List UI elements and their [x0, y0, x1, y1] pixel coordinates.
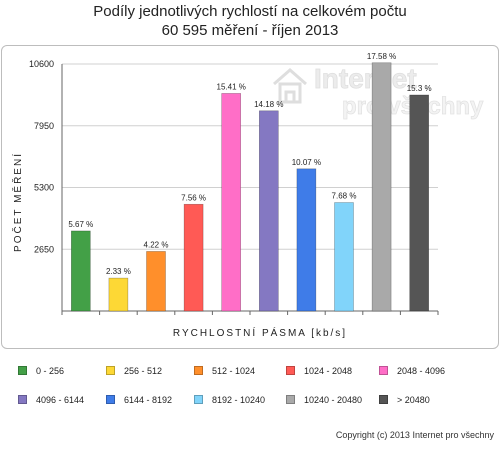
watermark-word1: Internet: [314, 63, 417, 94]
bar: [371, 62, 392, 312]
y-tick-label: 5300: [34, 183, 54, 193]
legend-swatch: [106, 366, 115, 375]
legend-swatch: [18, 366, 27, 375]
legend-item: 2048 - 4096: [379, 366, 445, 376]
bar-value-label: 10.07 %: [292, 158, 321, 167]
bar: [221, 93, 241, 312]
bar: [296, 168, 317, 312]
bar-value-label: 4.22 %: [144, 240, 169, 249]
legend-label: 0 - 256: [36, 366, 65, 376]
legend-item: 0 - 256: [18, 366, 64, 376]
bar: [334, 202, 354, 312]
chart-title-line2: 60 595 měření - říjen 2013: [161, 22, 339, 39]
watermark-logo: Internet pro všechny: [273, 63, 484, 120]
plot-frame: [1, 45, 499, 349]
legend-item: 6144 - 8192: [106, 395, 172, 405]
bar-value-label: 15.41 %: [217, 82, 246, 91]
bar-value-label: 7.56 %: [181, 193, 206, 202]
legend-label: 8192 - 10240: [212, 395, 266, 405]
legend-label: 6144 - 8192: [124, 395, 173, 405]
y-tick-label: 2650: [34, 244, 54, 254]
bar-value-label: 14.18 %: [254, 100, 283, 109]
bar: [258, 110, 279, 312]
legend-swatch: [286, 366, 295, 375]
bar-chart: 2650 5300 7950 10600 5.67 % 2.33 % 4.22 % 7.56 …: [11, 52, 439, 339]
house-icon: [273, 68, 307, 104]
legend-swatch: [379, 395, 388, 404]
y-tick-label: 10600: [29, 59, 54, 69]
legend-swatch: [286, 395, 295, 404]
legend-item: 10240 - 20480: [286, 395, 362, 405]
legend-swatch: [194, 366, 203, 375]
legend-swatch: [194, 395, 203, 404]
bar-value-label: 17.58 %: [367, 52, 396, 61]
legend-label: 256 - 512: [124, 366, 163, 376]
legend-swatch: [18, 395, 27, 404]
y-tick-label: 7950: [34, 121, 54, 131]
bar-value-label: 5.67 %: [68, 220, 93, 229]
legend-item: 1024 - 2048: [286, 366, 352, 376]
copyright-text: Copyright (c) 2013 Internet pro všechny: [335, 430, 494, 440]
legend-item: > 20480: [379, 395, 430, 405]
legend-label: 2048 - 4096: [397, 366, 446, 376]
legend-item: 8192 - 10240: [194, 395, 265, 405]
bar: [146, 251, 166, 312]
bar: [409, 94, 430, 312]
x-axis-title: RYCHLOSTNÍ PÁSMA [kb/s]: [173, 326, 347, 339]
bar: [183, 203, 204, 312]
legend-item: 4096 - 6144: [18, 395, 84, 405]
chart-title-line1: Podíly jednotlivých rychlostí na celkové…: [93, 3, 407, 20]
chart-title: Podíly jednotlivých rychlostí na celkové…: [0, 2, 500, 40]
legend-label: 10240 - 20480: [304, 395, 363, 405]
legend-swatch: [379, 366, 388, 375]
legend-item: 256 - 512: [106, 366, 162, 376]
bar: [71, 230, 91, 312]
bar-value-label: 7.68 %: [332, 192, 357, 201]
y-axis-title: POČET MĚŘENÍ: [11, 152, 24, 252]
legend-item: 512 - 1024: [194, 366, 255, 376]
bar-value-label: 15.3 %: [407, 84, 432, 93]
bar-value-label: 2.33 %: [106, 267, 131, 276]
legend-label: 512 - 1024: [212, 366, 256, 376]
legend-label: 4096 - 6144: [36, 395, 85, 405]
legend-label: 1024 - 2048: [304, 366, 353, 376]
legend-swatch: [106, 395, 115, 404]
legend-label: > 20480: [397, 395, 430, 405]
bar: [108, 277, 129, 312]
